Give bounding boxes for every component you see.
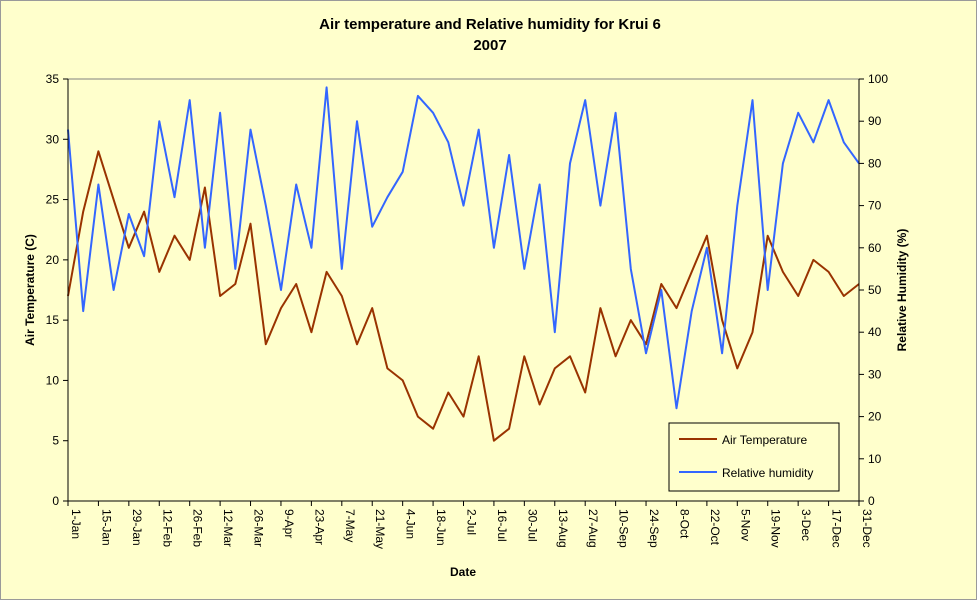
x-tick-label: 1-Jan [69, 509, 83, 539]
left-tick-label: 5 [52, 434, 59, 448]
right-tick-label: 60 [868, 241, 882, 255]
legend: Air Temperature Relative humidity [668, 422, 840, 492]
x-tick-label: 22-Oct [708, 509, 722, 546]
x-tick-label: 8-Oct [677, 509, 691, 539]
x-tick-label: 12-Feb [160, 509, 174, 547]
left-tick-label: 25 [46, 193, 60, 207]
legend-label-air-temperature: Air Temperature [722, 433, 807, 447]
y-axis-right-label: Relative Humidity (%) [895, 229, 909, 352]
x-tick-label: 12-Mar [221, 509, 235, 547]
x-tick-label: 15-Jan [99, 509, 113, 546]
x-tick-label: 24-Sep [647, 509, 661, 548]
x-tick-label: 17-Dec [830, 509, 844, 548]
x-tick-label: 3-Dec [799, 509, 813, 541]
x-tick-label: 13-Aug [556, 509, 570, 548]
series-layer [67, 86, 860, 442]
right-tick-label: 0 [868, 494, 875, 508]
x-tick-label: 23-Apr [312, 509, 326, 545]
x-tick-label: 16-Jul [495, 509, 509, 542]
right-tick-label: 50 [868, 283, 882, 297]
x-tick-label: 19-Nov [769, 509, 783, 548]
right-tick-label: 10 [868, 452, 882, 466]
x-axis-label: Date [450, 565, 476, 579]
legend-box [668, 422, 840, 492]
x-tick-label: 7-May [343, 509, 357, 542]
x-tick-label: 26-Mar [252, 509, 266, 547]
x-tick-label: 21-May [373, 509, 387, 549]
x-tick-label: 29-Jan [130, 509, 144, 546]
left-tick-label: 10 [46, 373, 60, 387]
left-axis-ticks: 0 5 10 15 20 25 30 35 [46, 72, 68, 508]
x-tick-label: 4-Jun [404, 509, 418, 539]
x-axis-ticks: 1-Jan 15-Jan 29-Jan 12-Feb 26-Feb 12-Mar 26-Ma… [67, 501, 874, 549]
x-tick-label: 10-Sep [617, 509, 631, 548]
right-tick-label: 30 [868, 367, 882, 381]
left-tick-label: 0 [52, 494, 59, 508]
right-tick-label: 80 [868, 156, 882, 170]
right-tick-label: 20 [868, 410, 882, 424]
right-tick-label: 100 [868, 72, 888, 86]
right-tick-label: 90 [868, 114, 882, 128]
x-tick-label: 26-Feb [191, 509, 205, 547]
legend-label-relative-humidity: Relative humidity [722, 466, 813, 480]
x-tick-label: 27-Aug [586, 509, 600, 548]
chart-title: Air temperature and Relative humidity fo… [319, 16, 661, 33]
x-tick-label: 31-Dec [860, 509, 874, 548]
right-tick-label: 40 [868, 325, 882, 339]
series-line-relative-humidity [67, 86, 860, 410]
y-axis-left-label: Air Temperature (C) [23, 234, 37, 346]
x-tick-label: 18-Jun [434, 509, 448, 546]
chart-subtitle: 2007 [473, 37, 506, 54]
right-axis-ticks: 0 10 20 30 40 50 60 70 80 90 100 [859, 72, 888, 508]
x-tick-label: 5-Nov [738, 509, 752, 541]
x-tick-label: 9-Apr [282, 509, 296, 538]
left-tick-label: 30 [46, 132, 60, 146]
x-tick-label: 30-Jul [525, 509, 539, 542]
left-tick-label: 15 [46, 313, 60, 327]
left-tick-label: 35 [46, 72, 60, 86]
right-tick-label: 70 [868, 199, 882, 213]
left-tick-label: 20 [46, 253, 60, 267]
x-tick-label: 2-Jul [465, 509, 479, 535]
series-line-air-temperature [67, 150, 860, 442]
